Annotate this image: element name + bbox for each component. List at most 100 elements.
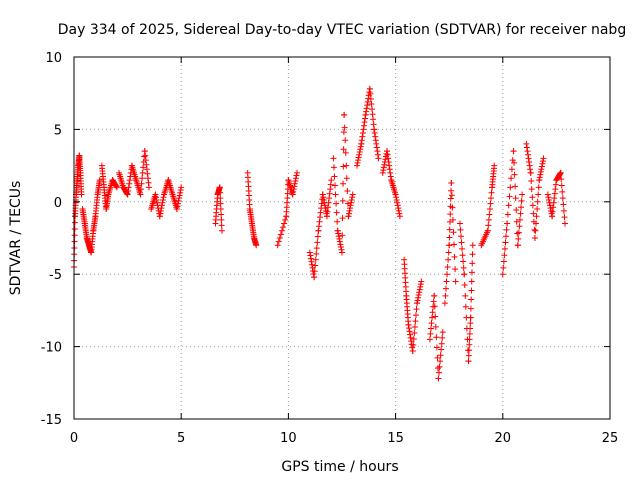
y-tick-label: 10 bbox=[45, 51, 62, 66]
data-point bbox=[292, 175, 299, 182]
data-point bbox=[428, 320, 435, 327]
data-point bbox=[417, 281, 424, 288]
data-point bbox=[124, 190, 131, 197]
y-tick-label: -10 bbox=[41, 341, 62, 356]
data-point bbox=[468, 269, 475, 276]
data-point bbox=[535, 184, 542, 191]
data-point bbox=[504, 220, 511, 227]
data-point bbox=[427, 330, 434, 337]
data-point bbox=[71, 225, 78, 232]
data-point bbox=[330, 155, 337, 162]
data-point bbox=[322, 205, 329, 212]
data-point bbox=[138, 180, 145, 187]
data-point bbox=[459, 252, 466, 259]
data-point bbox=[413, 306, 420, 313]
y-tick-label: 5 bbox=[54, 123, 62, 138]
data-point bbox=[145, 179, 152, 186]
data-point bbox=[345, 213, 352, 220]
data-point bbox=[462, 303, 469, 310]
data-point bbox=[354, 162, 361, 169]
data-point bbox=[546, 202, 553, 209]
data-point bbox=[512, 195, 519, 202]
data-point bbox=[320, 194, 327, 201]
data-point bbox=[217, 189, 224, 196]
data-point bbox=[126, 177, 133, 184]
data-point bbox=[513, 206, 520, 213]
data-point bbox=[160, 194, 167, 201]
data-point bbox=[525, 155, 532, 162]
data-point bbox=[281, 220, 288, 227]
data-point bbox=[533, 213, 540, 220]
data-point bbox=[437, 352, 444, 359]
data-point bbox=[335, 230, 342, 237]
data-point bbox=[289, 191, 296, 198]
data-point bbox=[146, 184, 153, 191]
data-point bbox=[71, 232, 78, 239]
data-point bbox=[437, 358, 444, 365]
data-point bbox=[359, 130, 366, 137]
data-point bbox=[528, 186, 535, 193]
data-point bbox=[326, 190, 333, 197]
data-point bbox=[446, 226, 453, 233]
data-point bbox=[509, 157, 516, 164]
data-point bbox=[486, 211, 493, 218]
data-point bbox=[416, 289, 423, 296]
data-point bbox=[414, 300, 421, 307]
data-point bbox=[558, 176, 565, 183]
data-point bbox=[410, 341, 417, 348]
data-point bbox=[411, 324, 418, 331]
data-point bbox=[374, 151, 381, 158]
data-point bbox=[325, 199, 332, 206]
data-point bbox=[387, 169, 394, 176]
data-point bbox=[96, 177, 103, 184]
data-point bbox=[560, 201, 567, 208]
data-point bbox=[515, 235, 522, 242]
data-point bbox=[550, 199, 557, 206]
data-point bbox=[415, 292, 422, 299]
data-point bbox=[407, 331, 414, 338]
data-point bbox=[218, 211, 225, 218]
data-point bbox=[511, 171, 518, 178]
data-point bbox=[518, 204, 525, 211]
data-point bbox=[461, 271, 468, 278]
data-point bbox=[348, 199, 355, 206]
data-point bbox=[561, 214, 568, 221]
data-point bbox=[342, 137, 349, 144]
data-point bbox=[367, 95, 374, 102]
data-point bbox=[339, 232, 346, 239]
data-point bbox=[125, 187, 132, 194]
data-point bbox=[384, 148, 391, 155]
data-point bbox=[308, 261, 315, 268]
data-point bbox=[343, 162, 350, 169]
data-point bbox=[360, 122, 367, 129]
data-point bbox=[349, 191, 356, 198]
data-point bbox=[347, 202, 354, 209]
data-point bbox=[340, 180, 347, 187]
data-point bbox=[445, 256, 452, 263]
y-tick-label: -15 bbox=[41, 413, 62, 428]
data-point bbox=[274, 242, 281, 249]
data-point bbox=[313, 250, 320, 257]
data-point bbox=[523, 144, 530, 151]
data-point bbox=[557, 169, 564, 176]
data-point bbox=[367, 90, 374, 97]
data-point bbox=[217, 195, 224, 202]
data-point bbox=[559, 195, 566, 202]
data-point bbox=[524, 151, 531, 158]
data-point bbox=[387, 173, 394, 180]
data-point bbox=[468, 287, 475, 294]
data-point bbox=[406, 328, 413, 335]
data-point bbox=[339, 197, 346, 204]
data-point bbox=[431, 303, 438, 310]
data-point bbox=[374, 148, 381, 155]
data-point bbox=[549, 208, 556, 215]
data-point bbox=[537, 168, 544, 175]
data-point bbox=[371, 126, 378, 133]
data-point bbox=[439, 329, 446, 336]
data-point bbox=[314, 239, 321, 246]
plot-frame bbox=[73, 56, 611, 420]
data-point bbox=[332, 191, 339, 198]
data-point bbox=[159, 196, 166, 203]
data-point bbox=[501, 252, 508, 259]
